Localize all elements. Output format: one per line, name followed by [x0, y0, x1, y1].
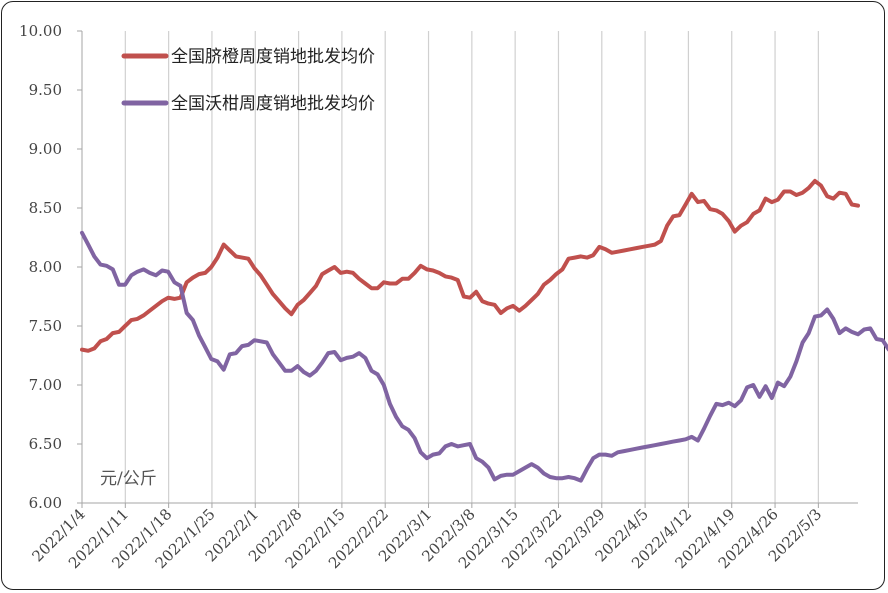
legend-label-navel-orange: 全国脐橙周度销地批发均价: [171, 47, 375, 67]
axes: [77, 30, 858, 508]
y-tick-label: 7.50: [29, 317, 62, 335]
y-tick-label: 9.00: [29, 140, 62, 158]
unit-label: 元/公斤: [100, 469, 157, 489]
series-line-1: [80, 230, 888, 483]
legend: 全国脐橙周度销地批发均价 全国沃柑周度销地批发均价: [121, 47, 375, 114]
y-tick-label: 6.50: [29, 435, 62, 453]
legend-label-orah-mandarin: 全国沃柑周度销地批发均价: [171, 94, 375, 114]
y-tick-label: 10.00: [19, 22, 62, 40]
series-lines: [80, 178, 888, 483]
y-tick-label: 7.00: [29, 376, 62, 394]
y-tick-label: 6.00: [29, 494, 62, 512]
vertical-gridlines: [124, 31, 819, 503]
series-line-0: [80, 178, 860, 353]
y-tick-label: 8.50: [29, 199, 62, 217]
y-tick-label: 8.00: [29, 258, 62, 276]
y-tick-label: 9.50: [29, 81, 62, 99]
